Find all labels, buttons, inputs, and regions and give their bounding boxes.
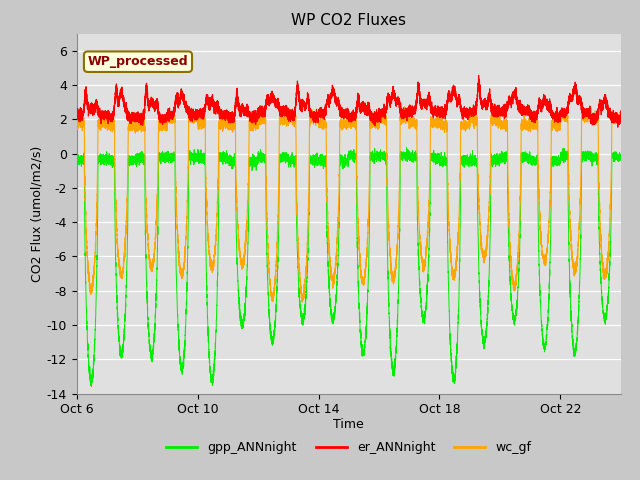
Text: WP_processed: WP_processed bbox=[88, 55, 188, 68]
X-axis label: Time: Time bbox=[333, 418, 364, 431]
Legend: gpp_ANNnight, er_ANNnight, wc_gf: gpp_ANNnight, er_ANNnight, wc_gf bbox=[161, 436, 536, 459]
Title: WP CO2 Fluxes: WP CO2 Fluxes bbox=[291, 13, 406, 28]
Y-axis label: CO2 Flux (umol/m2/s): CO2 Flux (umol/m2/s) bbox=[31, 145, 44, 282]
